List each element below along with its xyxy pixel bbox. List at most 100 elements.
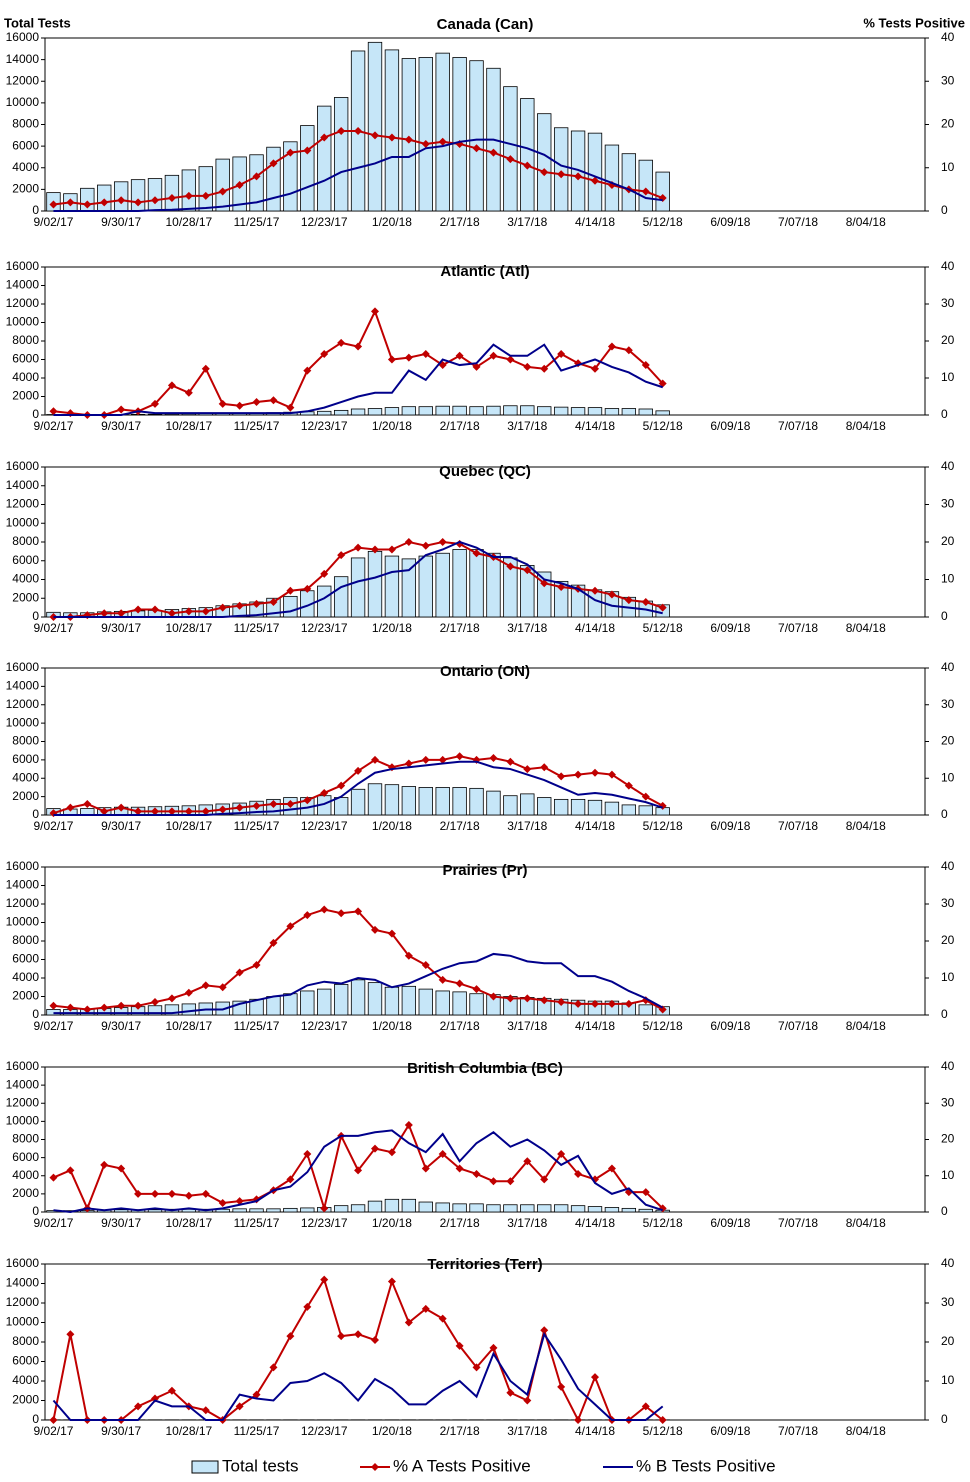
legend-label: % A Tests Positive [393, 1456, 531, 1475]
y-tick-label: 16000 [6, 660, 40, 674]
bar [333, 409, 349, 416]
bar [469, 1203, 484, 1213]
marker [540, 364, 549, 373]
bar [350, 1204, 366, 1213]
x-tick-label: 1/20/18 [372, 215, 412, 229]
marker [354, 342, 363, 351]
marker [66, 1330, 75, 1339]
y-tick-label: 12000 [6, 896, 40, 910]
bar [638, 805, 653, 816]
marker [320, 133, 329, 142]
marker [117, 1164, 126, 1173]
legend-marker [371, 1463, 379, 1471]
marker [354, 907, 363, 916]
x-tick-label: 7/07/18 [778, 819, 818, 833]
x-tick-label: 11/25/17 [234, 1019, 280, 1033]
marker [354, 543, 363, 552]
bar [435, 1202, 450, 1213]
marker [489, 351, 498, 360]
y2-tick-label: 40 [941, 30, 955, 44]
x-tick-label: 11/25/17 [234, 1424, 280, 1438]
marker [286, 799, 295, 808]
marker [591, 999, 599, 1008]
x-tick-label: 1/20/18 [372, 819, 412, 833]
marker [218, 983, 227, 992]
bar [367, 408, 383, 416]
bar [435, 990, 450, 1016]
marker [540, 996, 549, 1005]
plot-frame [44, 1066, 926, 1213]
bar [452, 57, 467, 212]
marker [404, 1121, 413, 1129]
chart-title: Prairies (Pr) [442, 862, 527, 879]
marker [83, 200, 92, 209]
x-tick-label: 1/20/18 [372, 1424, 412, 1438]
bar [367, 1200, 383, 1213]
bar [452, 405, 467, 416]
bar [553, 798, 569, 816]
x-tick-label: 6/09/18 [710, 621, 750, 635]
bar [367, 783, 383, 816]
bar [317, 410, 332, 416]
x-tick-label: 8/04/18 [846, 819, 886, 833]
bar [384, 784, 400, 816]
bar [520, 793, 535, 816]
legend-swatch [191, 1460, 219, 1474]
bar [300, 990, 315, 1016]
y2-tick-label: 20 [941, 534, 955, 548]
y-tick-label: 10000 [6, 95, 40, 109]
marker [201, 364, 210, 373]
y2-tick-label: 20 [941, 333, 955, 347]
bar [638, 1208, 653, 1213]
y-tick-label: 4000 [12, 160, 39, 174]
x-tick-label: 3/17/18 [507, 621, 547, 635]
bar [232, 1208, 247, 1213]
bar [587, 1206, 603, 1213]
marker [83, 1005, 92, 1014]
x-tick-label: 4/14/18 [575, 1019, 615, 1033]
x-tick-label: 2/17/18 [440, 819, 480, 833]
marker [201, 981, 210, 990]
bar [570, 798, 586, 816]
marker [421, 1304, 430, 1313]
x-tick-label: 7/07/18 [778, 215, 818, 229]
bar [537, 406, 552, 416]
bar [384, 555, 400, 618]
plot-frame [44, 266, 926, 416]
bar [97, 184, 112, 212]
x-tick-label: 5/12/18 [643, 215, 683, 229]
marker [167, 994, 176, 1003]
marker [540, 1326, 549, 1335]
y-tick-label: 14000 [6, 878, 40, 892]
marker [472, 1363, 481, 1372]
bar [418, 57, 433, 212]
marker [506, 355, 515, 364]
y-tick-label: 8000 [12, 117, 39, 131]
chart-title: Territories (Terr) [427, 1256, 542, 1273]
bar [452, 1203, 467, 1213]
marker [167, 1386, 176, 1395]
bar [367, 982, 383, 1016]
y-tick-label: 4000 [12, 1373, 39, 1387]
marker [438, 1314, 447, 1323]
marker [354, 1330, 363, 1339]
marker [371, 131, 379, 140]
marker [252, 961, 261, 970]
y-tick-label: 0 [32, 609, 39, 623]
y2-tick-label: 30 [941, 73, 955, 87]
x-tick-label: 10/28/17 [165, 1216, 212, 1230]
y2-tick-label: 20 [941, 1334, 955, 1348]
marker [607, 770, 616, 779]
x-tick-label: 9/30/17 [101, 819, 141, 833]
marker [252, 599, 261, 608]
x-tick-label: 7/07/18 [778, 1216, 818, 1230]
x-tick-label: 11/25/17 [234, 819, 280, 833]
x-tick-label: 6/09/18 [710, 1019, 750, 1033]
y-tick-label: 16000 [6, 1256, 40, 1270]
bar [164, 174, 180, 212]
marker [421, 349, 430, 358]
marker [117, 1001, 126, 1010]
y2-tick-label: 30 [941, 896, 955, 910]
bar [401, 58, 417, 212]
bar [570, 1205, 586, 1213]
